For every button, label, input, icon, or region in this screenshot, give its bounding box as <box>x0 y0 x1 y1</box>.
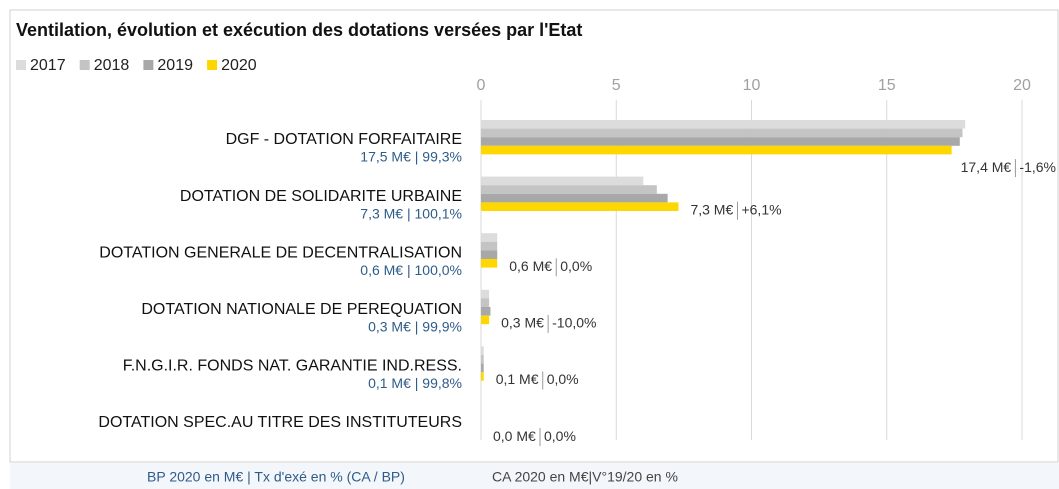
bar <box>481 241 498 251</box>
footer-right: CA 2020 en M€|V°19/20 en % <box>492 469 678 485</box>
bar <box>481 355 484 364</box>
bar <box>481 307 491 316</box>
bar <box>481 120 966 129</box>
value-label: 0,1 M€ <box>496 371 539 387</box>
bar <box>481 202 679 211</box>
legend-swatch <box>79 60 90 70</box>
category-note: 0,1 M€ | 99,8% <box>368 375 462 391</box>
chart-frame <box>9 9 1059 463</box>
bar <box>481 259 498 268</box>
value-label: 0,3 M€ <box>501 315 544 331</box>
legend-swatch <box>207 60 218 70</box>
category-label: DOTATION NATIONALE DE PEREQUATION <box>141 301 462 318</box>
x-tick-label: 5 <box>612 77 621 94</box>
bar <box>481 193 668 203</box>
legend-label: 2019 <box>157 57 193 74</box>
bar <box>481 145 952 155</box>
value-label: 0,0 M€ <box>493 428 536 444</box>
x-tick-label: 20 <box>1013 77 1031 94</box>
category-note: 0,6 M€ | 100,0% <box>360 262 462 278</box>
category-label: DOTATION SPEC.AU TITRE DES INSTITUTEURS <box>98 414 462 431</box>
category-note: 0,3 M€ | 99,9% <box>368 319 462 335</box>
x-tick-label: 0 <box>477 77 486 94</box>
bar <box>481 137 960 146</box>
category-label: DGF - DOTATION FORFAITAIRE <box>226 131 462 148</box>
change-label: 0,0% <box>544 428 576 444</box>
value-label: 17,4 M€ <box>961 159 1012 175</box>
bar <box>481 128 963 138</box>
x-tick-label: 15 <box>878 77 896 94</box>
change-label: -1,6% <box>1019 159 1056 175</box>
change-label: 0,0% <box>547 371 579 387</box>
legend-swatch <box>143 60 154 70</box>
legend-label: 2020 <box>221 57 257 74</box>
bar <box>481 185 657 194</box>
footer-left: BP 2020 en M€ | Tx d'exé en % (CA / BP) <box>147 469 405 485</box>
category-label: DOTATION DE SOLIDARITE URBAINE <box>180 188 462 205</box>
bar <box>481 372 484 381</box>
bar <box>481 250 498 259</box>
bar <box>481 289 490 299</box>
category-note: 7,3 M€ | 100,1% <box>360 205 462 221</box>
bar <box>481 298 490 307</box>
bar <box>481 363 484 373</box>
legend-label: 2017 <box>30 57 66 74</box>
category-label: F.N.G.I.R. FONDS NAT. GARANTIE IND.RESS. <box>123 358 462 375</box>
change-label: 0,0% <box>560 258 592 274</box>
value-label: 0,6 M€ <box>509 258 552 274</box>
category-note: 17,5 M€ | 99,3% <box>360 149 462 165</box>
change-label: -10,0% <box>552 315 596 331</box>
legend-swatch <box>16 60 26 70</box>
bar <box>481 346 484 355</box>
bar <box>481 176 644 186</box>
category-label: DOTATION GENERALE DE DECENTRALISATION <box>99 244 462 261</box>
footer-band <box>10 463 1059 489</box>
value-label: 7,3 M€ <box>690 201 733 217</box>
legend-label: 2018 <box>94 57 130 74</box>
bar <box>481 233 498 242</box>
bar <box>481 315 490 325</box>
chart-title: Ventilation, évolution et exécution des … <box>16 20 582 40</box>
x-tick-label: 10 <box>743 77 761 94</box>
change-label: +6,1% <box>741 201 781 217</box>
